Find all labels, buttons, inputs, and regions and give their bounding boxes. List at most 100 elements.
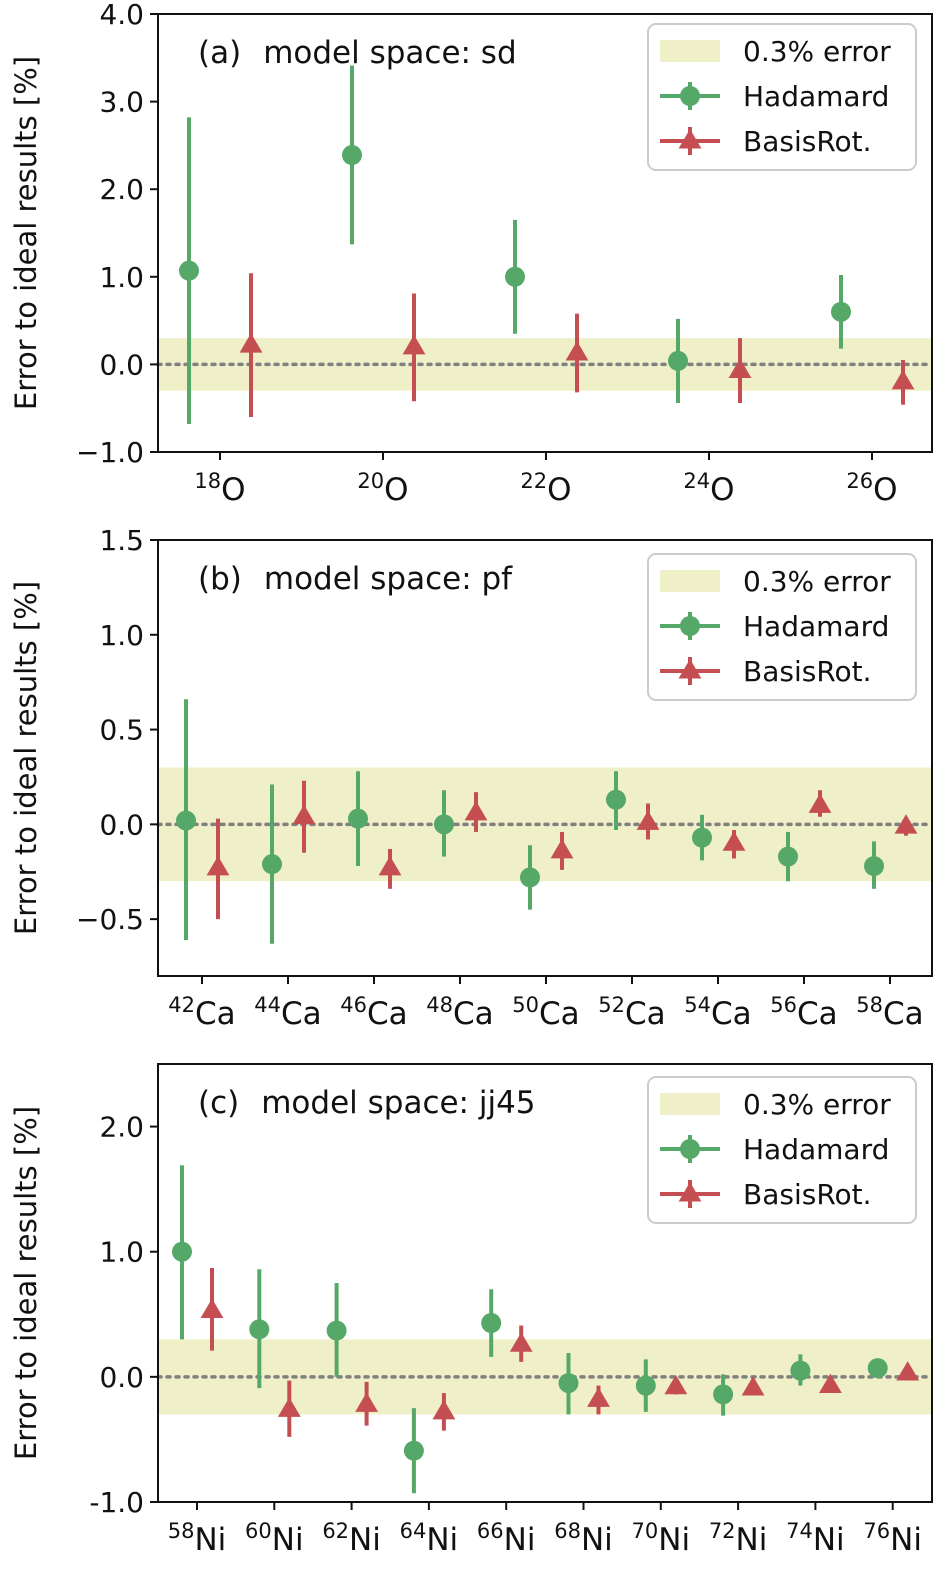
legend-label: BasisRot.: [743, 1178, 872, 1211]
panel-title: (b) model space: pf: [198, 561, 513, 597]
data-point-circle: [403, 1440, 424, 1461]
data-point-circle: [342, 145, 362, 166]
data-point-triangle: [741, 1376, 765, 1396]
panel-title: (c) model space: jj45: [198, 1085, 536, 1121]
y-tick-label: 1.0: [99, 619, 144, 652]
legend-label: 0.3% error: [743, 565, 891, 598]
data-point-triangle: [728, 358, 752, 378]
isotope-mass: 66: [477, 1519, 504, 1543]
data-point-triangle: [355, 1392, 378, 1412]
isotope-element: Ca: [367, 996, 408, 1032]
y-axis-label: Error to ideal results [%]: [9, 1106, 43, 1460]
data-point-triangle: [819, 1373, 842, 1394]
x-tick-label: 76Ni: [863, 1519, 922, 1558]
data-point-triangle: [896, 1361, 920, 1381]
panel-label: (c): [198, 1085, 239, 1121]
y-tick-label: 2.0: [99, 173, 144, 206]
y-tick-label: 0.0: [99, 1361, 144, 1394]
isotope-mass: 46: [340, 993, 367, 1017]
data-point-circle: [790, 1360, 811, 1381]
isotope-element: O: [384, 472, 408, 508]
x-tick-label: 70Ni: [632, 1519, 691, 1558]
isotope-mass: 64: [400, 1519, 427, 1543]
isotope-mass: 72: [709, 1519, 736, 1543]
isotope-element: Ca: [797, 996, 838, 1032]
series-basisrot: [206, 780, 918, 920]
legend-triangle-marker: [678, 659, 702, 679]
isotope-mass: 70: [632, 1519, 659, 1543]
data-point-triangle: [550, 838, 574, 859]
isotope-mass: 20: [357, 469, 384, 493]
isotope-mass: 58: [856, 993, 883, 1017]
legend-label: 0.3% error: [743, 35, 891, 68]
y-tick-label: 0.0: [99, 808, 144, 841]
data-point-circle: [172, 1241, 192, 1262]
data-point-triangle: [894, 814, 918, 834]
data-point-triangle: [808, 793, 832, 813]
series-basisrot: [200, 1267, 920, 1437]
x-tick-label: 64Ni: [400, 1519, 459, 1558]
isotope-element: Ni: [194, 1522, 226, 1558]
data-point-triangle: [664, 1374, 688, 1395]
data-point-triangle: [239, 333, 263, 353]
y-tick-label: 2.0: [99, 1111, 144, 1144]
x-tick-label: 44Ca: [254, 993, 321, 1032]
legend: 0.3% error Hadamard BasisRot.: [647, 1076, 917, 1224]
y-tick-label: 1.5: [99, 524, 144, 557]
x-tick-label: 42Ca: [168, 993, 235, 1032]
x-tick-label: 58Ni: [168, 1519, 227, 1558]
isotope-element: Ni: [813, 1522, 845, 1558]
x-tick-label: 52Ca: [598, 993, 665, 1032]
legend-label: BasisRot.: [743, 125, 872, 158]
panel-title-text: model space: sd: [263, 35, 516, 71]
legend-triangle-marker: [678, 129, 702, 149]
isotope-element: Ni: [504, 1522, 536, 1558]
x-tick-label: 20O: [357, 469, 408, 508]
data-point-triangle: [509, 1332, 533, 1352]
x-tick-label: 58Ca: [856, 993, 923, 1032]
x-tick-label: 62Ni: [322, 1519, 381, 1558]
x-tick-label: 22O: [520, 469, 571, 508]
legend-triangle-marker: [678, 1182, 702, 1202]
y-tick-label: 0.5: [99, 714, 144, 747]
data-point-circle: [692, 827, 712, 848]
data-point-circle: [176, 810, 196, 831]
panel-title-text: model space: jj45: [261, 1085, 535, 1121]
x-tick-label: 26O: [846, 469, 897, 508]
panel-title-text: model space: pf: [264, 561, 513, 597]
isotope-element: Ni: [426, 1522, 458, 1558]
isotope-mass: 76: [863, 1519, 890, 1543]
isotope-element: Ni: [658, 1522, 690, 1558]
isotope-element: O: [873, 472, 897, 508]
data-point-triangle: [206, 855, 230, 876]
data-point-circle: [520, 867, 540, 888]
isotope-element: Ca: [625, 996, 666, 1032]
panel-3: -1.0 0.0 1.0 2.0 Error to ideal results [%] 5…: [9, 1063, 934, 1558]
isotope-mass: 24: [683, 469, 710, 493]
legend-label: Hadamard: [743, 610, 889, 643]
y-axis-label: Error to ideal results [%]: [9, 56, 43, 410]
legend: 0.3% error Hadamard BasisRot.: [647, 553, 917, 701]
legend-band-swatch: [660, 1093, 720, 1115]
legend-label: Hadamard: [743, 80, 889, 113]
data-point-triangle: [565, 341, 589, 361]
isotope-element: Ca: [711, 996, 752, 1032]
y-tick-label: −1.0: [76, 436, 144, 469]
isotope-element: O: [547, 472, 571, 508]
series-hadamard: [176, 699, 884, 944]
data-point-circle: [778, 846, 798, 867]
isotope-element: Ca: [195, 996, 236, 1032]
isotope-element: Ca: [539, 996, 580, 1032]
y-tick-label: 1.0: [99, 261, 144, 294]
isotope-element: O: [710, 472, 734, 508]
x-tick-label: 68Ni: [554, 1519, 613, 1558]
axes-frame: [157, 1063, 933, 1503]
legend-band-swatch: [660, 40, 720, 62]
isotope-element: Ni: [736, 1522, 768, 1558]
isotope-mass: 48: [426, 993, 453, 1017]
isotope-mass: 52: [598, 993, 625, 1017]
data-point-triangle: [402, 334, 426, 355]
isotope-element: Ca: [453, 996, 494, 1032]
data-point-circle: [249, 1319, 270, 1340]
panel-1: −1.0 0.0 1.0 2.0 3.0 4.0 Error to ideal result…: [9, 0, 934, 508]
